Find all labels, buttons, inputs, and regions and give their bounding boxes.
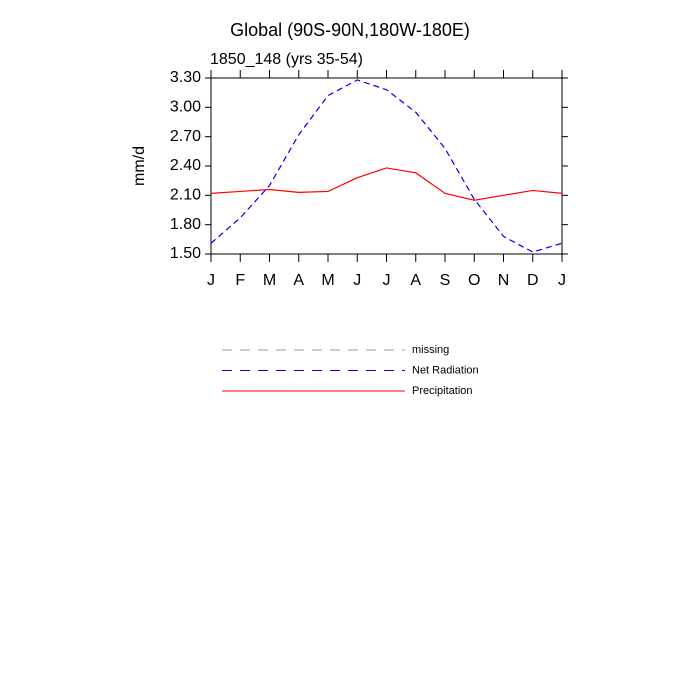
series-line (210, 79, 563, 253)
legend-label: Net Radiation (412, 364, 479, 376)
y-tick-label: 2.70 (170, 128, 201, 145)
series-line (210, 167, 563, 201)
y-tick-label: 2.40 (170, 157, 201, 174)
y-axis-label: mm/d (131, 146, 148, 186)
x-tick-label: O (468, 272, 480, 289)
y-tick-label: 3.00 (170, 99, 201, 116)
x-tick-label: S (440, 272, 451, 289)
legend-label: missing (412, 344, 449, 356)
y-tick-label: 1.80 (170, 216, 201, 233)
x-tick-label: J (558, 272, 566, 289)
x-tick-label: J (207, 272, 215, 289)
x-tick-label: M (321, 272, 334, 289)
y-tick-label: 3.30 (170, 69, 201, 86)
x-tick-label: M (263, 272, 276, 289)
chart-title: Global (90S-90N,180W-180E) (230, 20, 470, 40)
x-tick-label: A (410, 272, 421, 289)
legend-label: Precipitation (412, 385, 473, 397)
x-tick-label: F (235, 272, 245, 289)
plot-frame (210, 77, 563, 255)
y-tick-label: 1.50 (170, 245, 201, 262)
x-tick-label: N (498, 272, 510, 289)
x-tick-label: A (293, 272, 304, 289)
x-tick-label: J (353, 272, 361, 289)
chart-subtitle: 1850_148 (yrs 35-54) (210, 51, 363, 68)
y-tick-label: 2.10 (170, 187, 201, 204)
x-tick-label: J (383, 272, 391, 289)
x-tick-label: D (527, 272, 539, 289)
